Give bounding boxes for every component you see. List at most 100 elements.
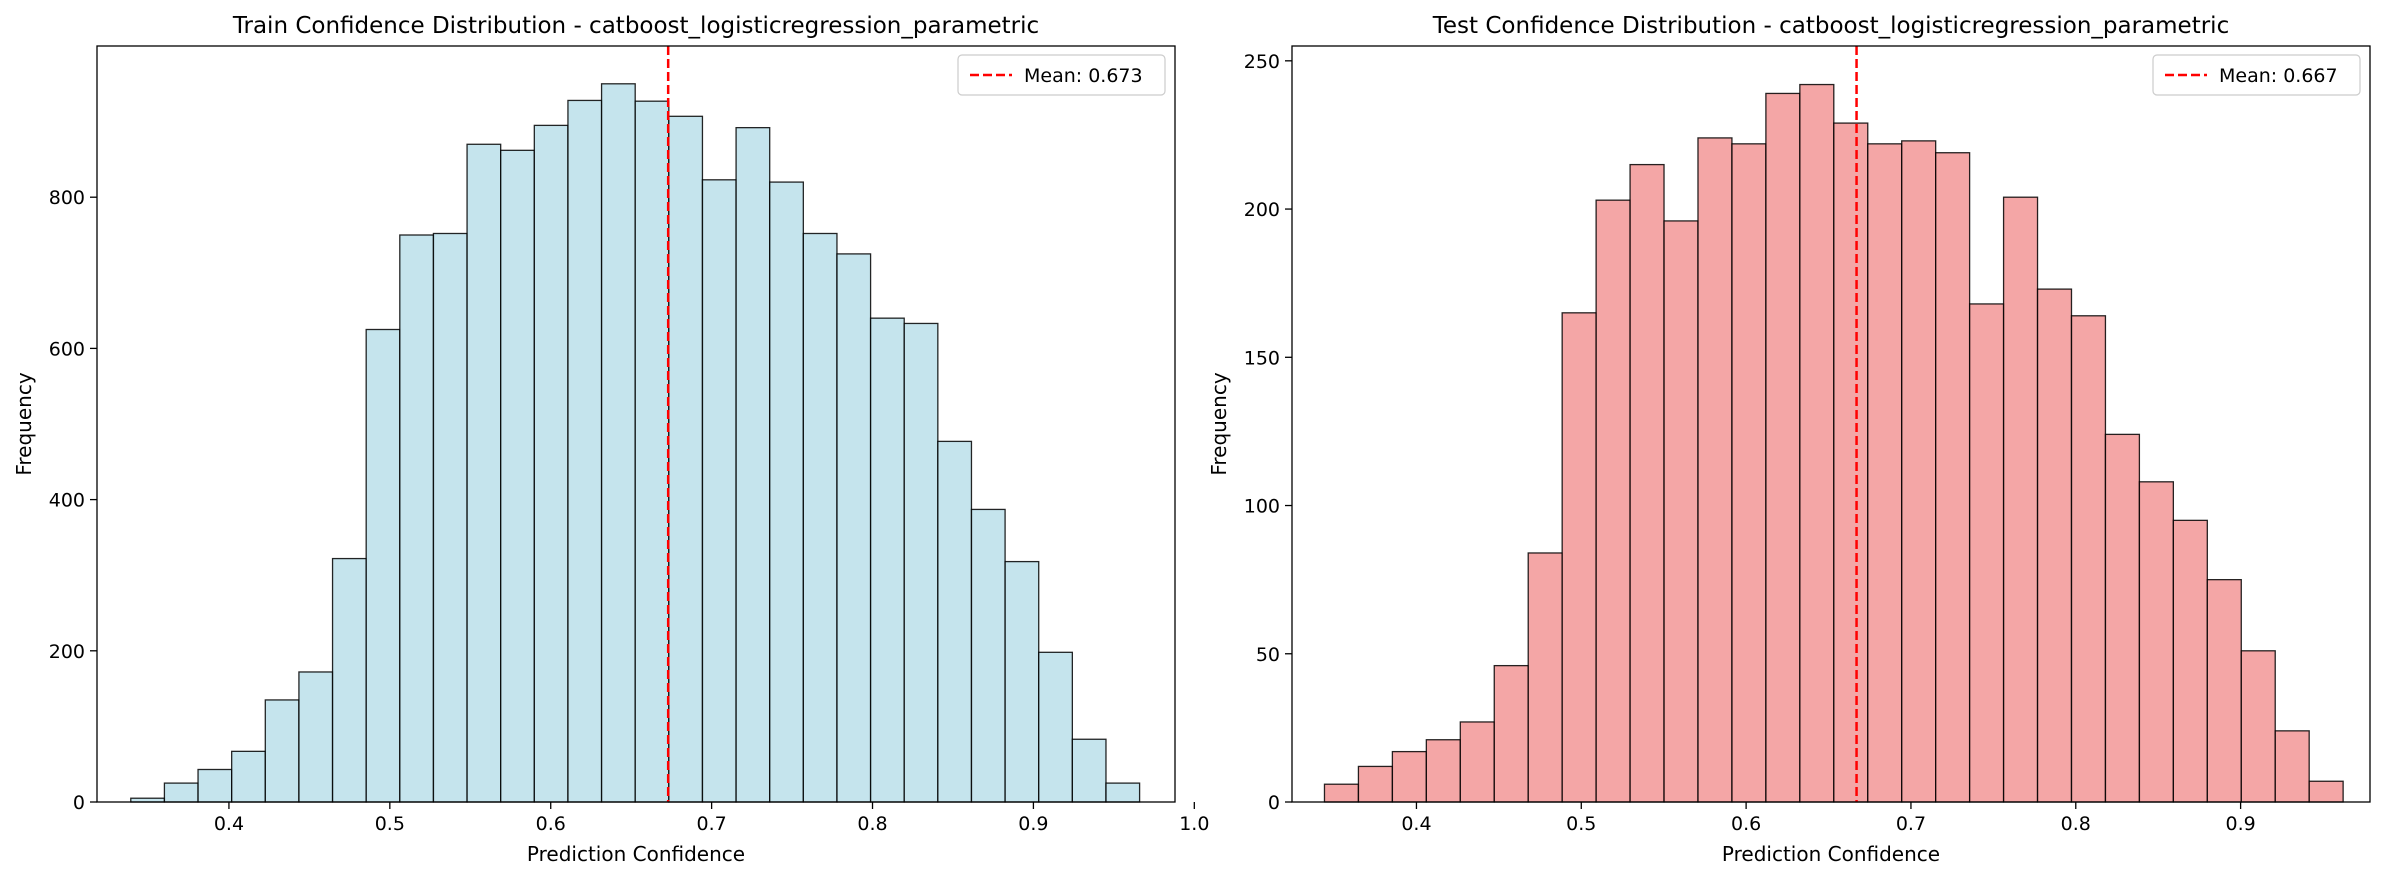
train-y-tick-label: 800 xyxy=(49,187,85,209)
train-histogram-bar xyxy=(937,440,973,803)
train-histogram-bar xyxy=(533,124,569,803)
train-y-tick-label: 600 xyxy=(49,338,85,360)
train-histogram-bar xyxy=(600,83,636,803)
test-histogram-bar xyxy=(1935,152,1971,803)
train-histogram-bar xyxy=(432,232,468,803)
test-plot-frame xyxy=(1291,45,2371,803)
test-histogram-bar xyxy=(2104,433,2141,803)
test-histogram-bar xyxy=(2206,578,2242,803)
train-histogram-bar xyxy=(298,671,334,803)
test-histogram-bar xyxy=(2308,780,2344,803)
test-legend: Mean: 0.667 xyxy=(2152,54,2361,96)
test-histogram-bar xyxy=(1731,143,1767,803)
test-histogram-bar xyxy=(2172,519,2208,803)
test-histogram-bar xyxy=(1629,163,1665,803)
train-x-tick-label: 0.6 xyxy=(536,813,566,835)
train-histogram-bar xyxy=(399,234,435,803)
test-y-tick-label: 250 xyxy=(1244,51,1280,73)
train-x-tick-label: 0.9 xyxy=(1018,813,1048,835)
test-histogram-bar xyxy=(1561,312,1597,803)
test-histogram-bar xyxy=(1357,765,1394,803)
train-histogram-bar xyxy=(264,699,300,803)
test-x-tick-label: 0.9 xyxy=(2225,813,2255,835)
test-histogram-bar xyxy=(2240,650,2276,803)
test-histogram-bar xyxy=(1595,199,1631,803)
test-histogram-bar xyxy=(2274,730,2310,803)
test-x-tick-label: 0.4 xyxy=(1401,813,1431,835)
test-chart-title: Test Confidence Distribution - catboost_… xyxy=(1432,13,2229,39)
test-histogram-bar xyxy=(1697,137,1733,803)
train-legend: Mean: 0.673 xyxy=(957,54,1166,96)
test-histogram-bar xyxy=(1799,83,1835,803)
test-histogram-bar xyxy=(1901,140,1937,803)
train-y-ticks: 0 200 400 600 800 xyxy=(49,187,97,814)
train-histogram-bar xyxy=(970,508,1006,803)
train-x-tick-label: 0.5 xyxy=(375,813,405,835)
train-histogram-bar xyxy=(1105,782,1141,803)
train-histogram-bar xyxy=(735,126,771,803)
train-histogram-bar xyxy=(769,181,804,803)
train-y-tick-label: 400 xyxy=(49,490,85,512)
train-legend-box xyxy=(957,54,1166,96)
train-histogram-bar xyxy=(701,179,737,803)
test-y-tick-label: 150 xyxy=(1244,347,1280,369)
test-legend-box xyxy=(2152,54,2361,96)
test-x-tick-label: 0.8 xyxy=(2061,813,2091,835)
train-x-tick-label: 0.8 xyxy=(857,813,887,835)
train-histogram-bar xyxy=(466,143,502,803)
train-histogram-bar xyxy=(1004,560,1040,803)
test-histogram-bar xyxy=(1323,783,1360,803)
train-chart-panel: Train Confidence Distribution - catboost… xyxy=(12,13,1209,866)
test-histogram-bar xyxy=(1833,122,1869,803)
train-x-tick-label: 0.4 xyxy=(214,813,244,835)
test-chart-panel: Test Confidence Distribution - catboost_… xyxy=(1207,13,2371,866)
train-y-tick-label: 0 xyxy=(73,792,85,814)
train-histogram-bar xyxy=(802,232,838,803)
test-y-axis-label: Frequency xyxy=(1207,372,1231,475)
train-x-tick-label: 1.0 xyxy=(1179,813,1209,835)
train-x-ticks: 0.4 0.5 0.6 0.7 0.8 0.9 1.0 xyxy=(214,802,1209,835)
train-chart-title: Train Confidence Distribution - catboost… xyxy=(232,13,1039,39)
train-histogram-bar xyxy=(634,100,670,803)
train-legend-label: Mean: 0.673 xyxy=(1024,65,1143,87)
train-histogram-bar xyxy=(365,328,401,803)
test-histogram-bar xyxy=(1391,750,1427,803)
train-histogram-bar xyxy=(500,149,535,803)
train-histogram-bar xyxy=(331,557,367,803)
test-histogram-bar xyxy=(2138,481,2175,803)
test-bars xyxy=(1323,83,2344,803)
test-y-tick-label: 50 xyxy=(1256,644,1280,666)
test-histogram-bar xyxy=(2002,196,2039,803)
test-histogram-bar xyxy=(1493,664,1529,803)
train-x-tick-label: 0.7 xyxy=(697,813,727,835)
test-x-tick-label: 0.6 xyxy=(1731,813,1761,835)
test-histogram-bar xyxy=(1663,220,1699,803)
train-histogram-bar xyxy=(1038,651,1073,803)
train-histogram-bar xyxy=(163,782,199,803)
train-histogram-bar xyxy=(668,115,704,803)
train-y-tick-label: 200 xyxy=(49,641,85,663)
test-histogram-bar xyxy=(2070,315,2107,803)
test-histogram-bar xyxy=(1425,739,1461,803)
test-histogram-bar xyxy=(1867,143,1903,803)
train-x-axis-label: Prediction Confidence xyxy=(527,842,745,866)
test-histogram-bar xyxy=(1459,721,1495,803)
train-bars xyxy=(130,83,1141,803)
test-histogram-bar xyxy=(1968,303,2005,803)
train-y-axis-label: Frequency xyxy=(12,372,36,475)
test-x-ticks: 0.4 0.5 0.6 0.7 0.8 0.9 xyxy=(1401,802,2256,835)
test-legend-label: Mean: 0.667 xyxy=(2219,65,2338,87)
test-histogram-bar xyxy=(1765,92,1801,803)
test-y-tick-label: 0 xyxy=(1268,792,1280,814)
train-histogram-bar xyxy=(197,768,233,803)
test-histogram-bar xyxy=(1527,552,1563,803)
train-histogram-bar xyxy=(903,322,939,803)
train-histogram-bar xyxy=(231,750,266,803)
test-y-ticks: 0 50 100 150 200 250 xyxy=(1244,51,1292,814)
test-y-tick-label: 100 xyxy=(1244,496,1280,518)
train-histogram-bar xyxy=(869,317,905,803)
train-histogram-bar xyxy=(1071,738,1107,803)
test-x-tick-label: 0.5 xyxy=(1566,813,1596,835)
test-histogram-bar xyxy=(2036,288,2073,803)
test-x-axis-label: Prediction Confidence xyxy=(1722,842,1940,866)
